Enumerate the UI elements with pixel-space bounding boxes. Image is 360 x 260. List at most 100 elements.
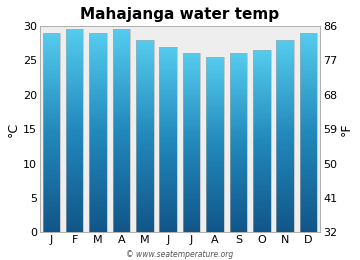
Bar xyxy=(206,104,224,105)
Bar xyxy=(300,177,317,178)
Bar xyxy=(183,121,201,123)
Bar xyxy=(66,159,84,161)
Bar xyxy=(183,112,201,113)
Bar xyxy=(253,93,271,94)
Bar xyxy=(183,87,201,88)
Bar xyxy=(300,143,317,145)
Bar xyxy=(253,101,271,102)
Text: © www.seatemperature.org: © www.seatemperature.org xyxy=(126,250,234,259)
Bar xyxy=(230,79,247,80)
Bar xyxy=(89,114,107,115)
Bar xyxy=(206,206,224,207)
Bar xyxy=(136,160,154,162)
Bar xyxy=(230,99,247,100)
Bar xyxy=(136,42,154,43)
Bar xyxy=(89,151,107,153)
Bar xyxy=(300,206,317,207)
Bar xyxy=(136,214,154,216)
Bar xyxy=(300,87,317,89)
Bar xyxy=(159,48,177,49)
Bar xyxy=(66,42,84,43)
Bar xyxy=(183,168,201,169)
Bar xyxy=(159,142,177,143)
Bar xyxy=(66,123,84,124)
Bar xyxy=(300,174,317,175)
Bar xyxy=(42,55,60,57)
Bar xyxy=(113,48,130,50)
Bar xyxy=(183,174,201,175)
Bar xyxy=(159,101,177,102)
Bar xyxy=(89,119,107,121)
Bar xyxy=(113,226,130,227)
Bar xyxy=(136,98,154,99)
Bar xyxy=(89,155,107,157)
Bar xyxy=(230,205,247,206)
Bar xyxy=(300,55,317,57)
Bar xyxy=(276,176,294,177)
Bar xyxy=(66,131,84,132)
Bar xyxy=(206,204,224,206)
Bar xyxy=(42,158,60,159)
Bar xyxy=(136,187,154,189)
Bar xyxy=(113,224,130,226)
Bar xyxy=(183,211,201,212)
Bar xyxy=(42,63,60,65)
Bar xyxy=(42,180,60,182)
Bar xyxy=(66,211,84,212)
Bar xyxy=(183,147,201,148)
Bar xyxy=(230,56,247,57)
Bar xyxy=(66,196,84,197)
Bar xyxy=(206,172,224,173)
Bar xyxy=(136,43,154,45)
Bar xyxy=(66,180,84,181)
Bar xyxy=(230,186,247,187)
Bar xyxy=(206,225,224,227)
Bar xyxy=(159,124,177,125)
Bar xyxy=(230,102,247,103)
Bar xyxy=(159,192,177,193)
Bar xyxy=(113,148,130,150)
Bar xyxy=(253,62,271,63)
Bar xyxy=(113,74,130,75)
Bar xyxy=(89,105,107,106)
Bar xyxy=(300,210,317,211)
Bar xyxy=(89,70,107,72)
Bar xyxy=(42,75,60,77)
Bar xyxy=(136,54,154,55)
Bar xyxy=(136,171,154,172)
Bar xyxy=(66,186,84,188)
Bar xyxy=(183,176,201,178)
Bar xyxy=(42,111,60,113)
Bar xyxy=(276,100,294,101)
Bar xyxy=(300,121,317,122)
Bar xyxy=(42,220,60,222)
Bar xyxy=(159,193,177,194)
Bar xyxy=(183,161,201,162)
Bar xyxy=(230,74,247,75)
Bar xyxy=(230,193,247,194)
Bar xyxy=(230,225,247,226)
Bar xyxy=(159,183,177,184)
Bar xyxy=(113,75,130,77)
Bar xyxy=(113,29,130,31)
Bar xyxy=(253,203,271,205)
Bar xyxy=(206,210,224,211)
Bar xyxy=(276,121,294,122)
Bar xyxy=(66,74,84,75)
Bar xyxy=(42,125,60,126)
Bar xyxy=(159,107,177,108)
Bar xyxy=(159,226,177,228)
Bar xyxy=(253,146,271,147)
Bar xyxy=(276,77,294,78)
Bar xyxy=(113,78,130,80)
Bar xyxy=(206,64,224,65)
Bar xyxy=(42,197,60,198)
Bar xyxy=(276,60,294,62)
Bar xyxy=(230,90,247,92)
Bar xyxy=(42,94,60,95)
Bar xyxy=(42,173,60,174)
Bar xyxy=(42,230,60,231)
Bar xyxy=(136,149,154,150)
Bar xyxy=(136,189,154,190)
Bar xyxy=(276,221,294,222)
